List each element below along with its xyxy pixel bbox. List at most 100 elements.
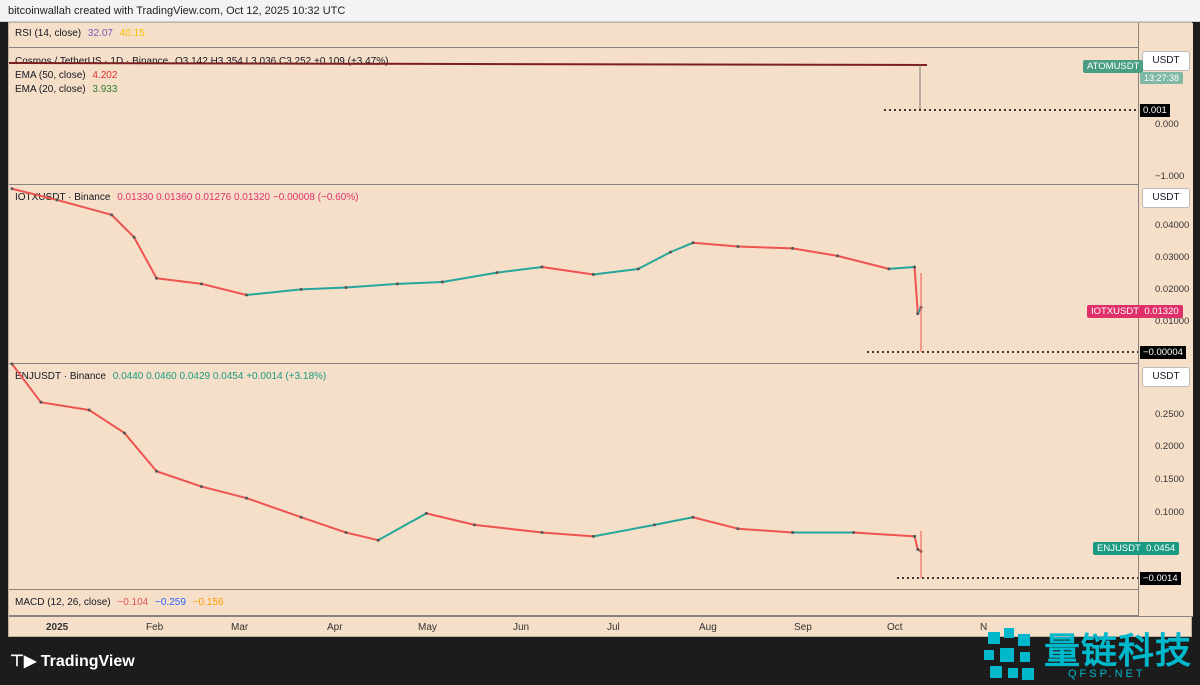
data-point — [913, 265, 917, 269]
macd-value: −0.104 — [117, 597, 149, 608]
x-label-feb: Feb — [146, 622, 164, 633]
data-point — [244, 496, 248, 500]
atom-pane[interactable] — [9, 23, 1138, 48]
data-point — [55, 198, 59, 202]
macd-pane[interactable] — [9, 590, 1138, 616]
macd-legend: MACD (12, 26, close) −0.104 −0.259 −0.15… — [15, 597, 228, 608]
enj-dotted-label: −0.0014 — [1140, 572, 1181, 585]
ema50-value: 4.202 — [92, 70, 118, 81]
tradingview-logo[interactable]: ⊤▶ TradingView — [10, 651, 135, 671]
data-point — [440, 280, 444, 284]
series-segment — [913, 266, 919, 314]
x-label-may: May — [418, 622, 437, 633]
series-segment — [654, 516, 694, 526]
data-point — [591, 534, 595, 538]
tv-mark-icon: ⊤▶ — [10, 653, 37, 670]
chart-area[interactable]: RSI (14, close) 32.07 40.15 Cosmos / Tet… — [8, 22, 1193, 638]
series-segment — [201, 485, 247, 500]
enj-tick-0: 0.2500 — [1155, 409, 1185, 420]
x-axis[interactable] — [9, 616, 1193, 638]
data-point — [244, 293, 248, 297]
data-point — [200, 485, 204, 489]
data-point — [791, 531, 795, 535]
iotx-tick-1: 0.03000 — [1155, 252, 1190, 263]
ema50-label: EMA (50, close) — [15, 70, 86, 81]
data-point — [344, 531, 348, 535]
watermark-en: QFSP.NET — [1068, 668, 1146, 680]
series-segment — [496, 266, 543, 274]
iotx-legend: IOTXUSDT · Binance 0.01330 0.01360 0.012… — [15, 192, 363, 203]
series-segment — [110, 214, 135, 238]
watermark: 量链科技 QFSP.NET — [978, 622, 1200, 685]
chart-svg[interactable] — [9, 23, 1138, 616]
data-point — [736, 527, 740, 531]
data-point — [87, 408, 91, 412]
series-segment — [40, 401, 90, 411]
atom-symbol-tag: ATOMUSDT — [1083, 60, 1144, 73]
series-segment — [88, 409, 125, 434]
x-label-nov: N — [980, 622, 988, 633]
macd-label: MACD (12, 26, close) — [15, 597, 111, 608]
credit-bar: bitcoinwallah created with TradingView.c… — [0, 0, 1200, 22]
data-point — [10, 187, 14, 191]
atom-price-line — [9, 62, 928, 66]
series-segment — [737, 245, 793, 250]
iotx-currency-button[interactable]: USDT — [1142, 188, 1190, 208]
series-segment — [156, 470, 202, 488]
enj-symbol-tag: ENJUSDT 0.0454 — [1093, 542, 1180, 555]
series-segment — [156, 277, 202, 285]
data-point — [591, 273, 595, 276]
series-segment — [345, 531, 379, 542]
iotx-tag-name: IOTXUSDT — [1091, 306, 1140, 317]
rsi-label: RSI (14, close) — [15, 28, 82, 39]
series-segment — [913, 536, 919, 550]
data-point — [791, 246, 795, 250]
data-point — [495, 271, 499, 275]
data-point — [39, 400, 43, 404]
series-segment — [737, 527, 793, 534]
price-axis[interactable] — [1138, 23, 1193, 616]
series-segment — [692, 241, 738, 248]
series-segment — [541, 531, 594, 538]
series-segment — [637, 251, 671, 270]
atom-price-pane[interactable] — [9, 48, 1138, 185]
enj-tick-1: 0.2000 — [1155, 441, 1185, 452]
data-point — [691, 515, 695, 519]
iotx-tick-0: 0.04000 — [1155, 220, 1190, 231]
data-point — [376, 538, 380, 542]
atom-tick-1: −1.000 — [1155, 171, 1185, 182]
iotx-tag-value: 0.01320 — [1144, 306, 1179, 317]
data-point — [299, 287, 303, 291]
enj-tick-2: 0.1500 — [1155, 474, 1185, 485]
x-label-aug: Aug — [699, 622, 717, 633]
iotx-tick-2: 0.02000 — [1155, 284, 1190, 295]
enj-tag-value: 0.0454 — [1146, 543, 1176, 554]
series-segment — [56, 198, 112, 216]
x-label-oct: Oct — [887, 622, 903, 633]
atom-symbol: Cosmos / TetherUS · 1D · Binance — [15, 56, 169, 67]
rsi-legend: RSI (14, close) 32.07 40.15 — [15, 28, 149, 39]
enj-legend: ENJUSDT · Binance 0.0440 0.0460 0.0429 0… — [15, 371, 330, 382]
x-label-jun: Jun — [513, 622, 530, 633]
series-segment — [541, 266, 594, 276]
iotx-pane[interactable] — [9, 185, 1138, 364]
atom-countdown-tag: 13:27:38 — [1140, 72, 1184, 84]
enj-tag-name: ENJUSDT — [1097, 543, 1141, 554]
series-segment — [123, 432, 158, 472]
series-segment — [133, 236, 158, 279]
iotx-label: IOTXUSDT · Binance — [15, 192, 111, 203]
data-point — [424, 511, 428, 515]
series-segment — [201, 282, 247, 296]
data-point — [691, 241, 695, 245]
x-label-apr: Apr — [327, 622, 343, 633]
series-segment — [377, 512, 427, 542]
enj-currency-button[interactable]: USDT — [1142, 367, 1190, 387]
x-label-mar: Mar — [231, 622, 249, 633]
iotx-tick-3: 0.01000 — [1155, 316, 1190, 327]
enj-label: ENJUSDT · Binance — [15, 371, 106, 382]
atom-currency-button[interactable]: USDT — [1142, 51, 1190, 71]
watermark-cn: 量链科技 — [1044, 630, 1193, 671]
enj-pane[interactable] — [9, 364, 1138, 590]
data-point — [916, 312, 920, 316]
series-segment — [301, 286, 347, 291]
